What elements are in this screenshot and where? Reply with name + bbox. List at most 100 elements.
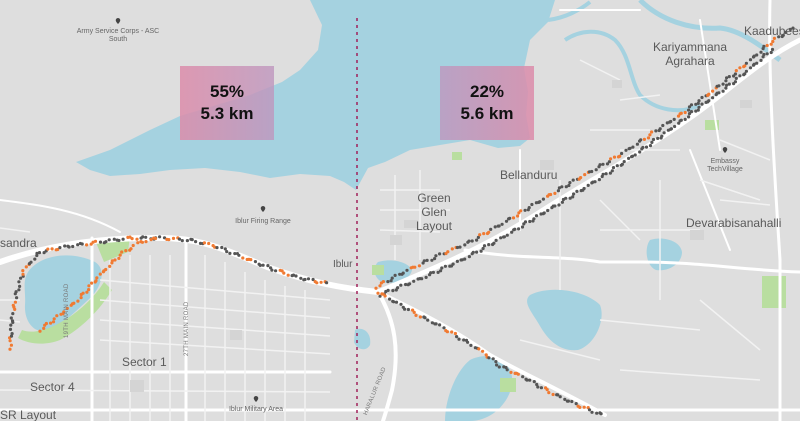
- route-dot: [587, 408, 592, 412]
- route-dot: [525, 378, 529, 382]
- route-dot: [572, 192, 576, 196]
- route-dot: [38, 329, 42, 333]
- route-dot: [650, 140, 654, 144]
- route-dot: [63, 244, 67, 248]
- route-dot: [374, 286, 378, 290]
- route-dot: [755, 61, 759, 65]
- route-dot: [9, 334, 14, 338]
- route-dot: [422, 259, 426, 263]
- route-dot: [425, 258, 429, 262]
- route-dot: [642, 137, 647, 141]
- route-dot: [403, 307, 407, 311]
- park-east: [762, 276, 786, 308]
- route-dot: [762, 44, 766, 48]
- route-dot: [241, 256, 245, 260]
- stream: [563, 29, 701, 113]
- park-iblur: [372, 265, 384, 275]
- route-dot: [113, 258, 117, 262]
- route-dot: [717, 91, 721, 95]
- route-dot: [11, 312, 15, 316]
- route-dot: [530, 202, 534, 207]
- label-19th-main-road: 19TH MAIN ROAD: [64, 283, 70, 338]
- route-dot: [765, 52, 769, 56]
- route-dot: [707, 92, 711, 96]
- route-dot: [673, 124, 677, 129]
- route-dot: [15, 296, 19, 300]
- route-dot: [249, 258, 253, 262]
- label-devarabisanahalli: Devarabisanahalli: [686, 216, 782, 230]
- agara-lake: [24, 255, 102, 332]
- small-lake-sw: [354, 328, 371, 350]
- route-dot: [725, 83, 729, 87]
- route-dot: [513, 227, 517, 231]
- route-dot: [62, 310, 66, 314]
- route-dot: [21, 272, 25, 276]
- route-dot: [648, 144, 653, 148]
- route-dot: [104, 267, 108, 272]
- route-dot: [420, 277, 424, 281]
- route-dot: [748, 58, 753, 62]
- route-dot: [784, 30, 788, 34]
- route-dot: [575, 189, 579, 193]
- route-dot: [85, 290, 89, 294]
- route-dot: [500, 222, 504, 226]
- label-hsr-layout-partial: SR Layout: [0, 408, 57, 421]
- route-dot: [438, 323, 442, 327]
- route-dot: [286, 273, 290, 277]
- route-dot: [185, 239, 189, 243]
- route-dot: [510, 230, 514, 234]
- route-dot: [564, 185, 568, 189]
- route-dot: [72, 301, 76, 305]
- route-dot: [79, 296, 83, 300]
- route-dot: [98, 240, 103, 244]
- route-dot: [135, 237, 139, 241]
- route-dot: [770, 47, 775, 52]
- small-lake-east: [527, 289, 602, 351]
- route-dot: [738, 66, 742, 70]
- route-dot: [521, 375, 525, 379]
- label-army-service-corps: Army Service Corps - ASC South: [76, 28, 160, 43]
- route-dot: [108, 264, 112, 268]
- route-dot: [590, 169, 594, 174]
- route-dot: [389, 279, 393, 283]
- route-dot: [759, 58, 763, 63]
- route-dot: [378, 294, 382, 298]
- route-dot: [388, 297, 392, 301]
- route-dot: [508, 216, 512, 220]
- route-dot: [35, 251, 39, 255]
- route-dot: [618, 154, 622, 158]
- route-dot: [491, 357, 495, 361]
- route-dot: [393, 273, 397, 277]
- route-dot: [131, 243, 135, 248]
- route-dot: [471, 250, 475, 254]
- route-dot: [144, 240, 148, 244]
- route-dot: [411, 308, 415, 312]
- route-dot: [608, 171, 613, 175]
- route-dot: [482, 244, 487, 248]
- route-dot: [582, 405, 586, 409]
- route-dot: [788, 27, 792, 31]
- route-dot: [738, 74, 742, 78]
- route-dot: [399, 283, 403, 287]
- route-dot: [677, 121, 681, 125]
- route-dot: [610, 169, 614, 173]
- route-dot: [478, 233, 482, 237]
- route-dot: [399, 302, 403, 306]
- route-dot: [627, 156, 631, 160]
- route-dot: [469, 343, 473, 347]
- route-dot: [676, 114, 681, 118]
- route-dot: [408, 282, 412, 286]
- route-dot: [748, 66, 753, 70]
- route-dot: [8, 339, 12, 343]
- route-dot: [546, 208, 550, 213]
- route-dot: [553, 191, 557, 195]
- route-dot: [679, 118, 683, 122]
- route-dot: [656, 136, 660, 140]
- route-dot: [494, 360, 498, 364]
- route-dot: [697, 105, 701, 109]
- route-dot: [689, 103, 694, 107]
- route-dot: [282, 271, 286, 275]
- route-dot: [551, 392, 555, 397]
